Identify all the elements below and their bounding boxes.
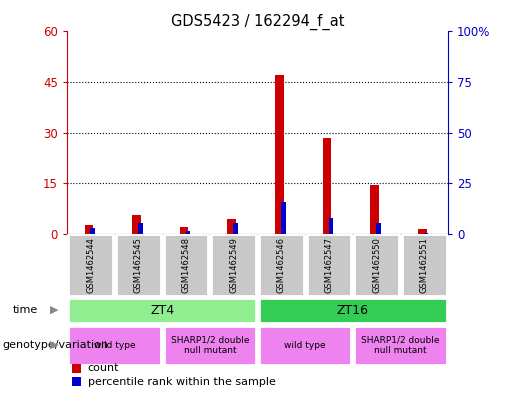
Bar: [370, 185, 379, 234]
Bar: [275, 75, 284, 234]
Text: ▶: ▶: [50, 305, 58, 315]
Text: SHARP1/2 double
null mutant: SHARP1/2 double null mutant: [361, 336, 440, 355]
Text: GSM1462548: GSM1462548: [182, 237, 191, 293]
Text: GSM1462545: GSM1462545: [134, 237, 143, 293]
Bar: [180, 227, 188, 234]
Text: ZT16: ZT16: [337, 304, 369, 317]
Bar: [376, 223, 381, 234]
Bar: [116, 235, 161, 296]
Text: GSM1462546: GSM1462546: [277, 237, 286, 293]
Bar: [323, 138, 331, 234]
Text: GSM1462547: GSM1462547: [324, 237, 333, 293]
Bar: [259, 326, 351, 365]
Bar: [259, 235, 304, 296]
Text: ▶: ▶: [50, 340, 58, 350]
Bar: [306, 235, 351, 296]
Bar: [329, 218, 333, 234]
Text: genotype/variation: genotype/variation: [3, 340, 109, 350]
Bar: [68, 326, 161, 365]
Bar: [233, 223, 238, 234]
Title: GDS5423 / 162294_f_at: GDS5423 / 162294_f_at: [171, 14, 344, 30]
Bar: [90, 228, 95, 234]
Text: time: time: [13, 305, 38, 315]
Bar: [138, 223, 143, 234]
Bar: [68, 298, 256, 323]
Bar: [185, 231, 191, 234]
Bar: [132, 215, 141, 234]
Bar: [354, 235, 399, 296]
Text: wild type: wild type: [94, 341, 135, 350]
Text: SHARP1/2 double
null mutant: SHARP1/2 double null mutant: [170, 336, 249, 355]
Text: count: count: [88, 363, 119, 373]
Bar: [424, 233, 428, 234]
Bar: [418, 229, 426, 234]
Text: GSM1462550: GSM1462550: [372, 237, 381, 293]
Text: percentile rank within the sample: percentile rank within the sample: [88, 376, 276, 387]
Bar: [164, 326, 256, 365]
Bar: [402, 235, 447, 296]
Bar: [228, 219, 236, 234]
Text: GSM1462551: GSM1462551: [420, 237, 428, 293]
Bar: [354, 326, 447, 365]
Bar: [211, 235, 256, 296]
Text: GSM1462544: GSM1462544: [87, 237, 95, 293]
Bar: [164, 235, 209, 296]
Bar: [281, 202, 286, 234]
Bar: [68, 235, 113, 296]
Bar: [84, 226, 93, 234]
Text: wild type: wild type: [284, 341, 326, 350]
Text: ZT4: ZT4: [150, 304, 174, 317]
Text: GSM1462549: GSM1462549: [229, 237, 238, 293]
Bar: [259, 298, 447, 323]
